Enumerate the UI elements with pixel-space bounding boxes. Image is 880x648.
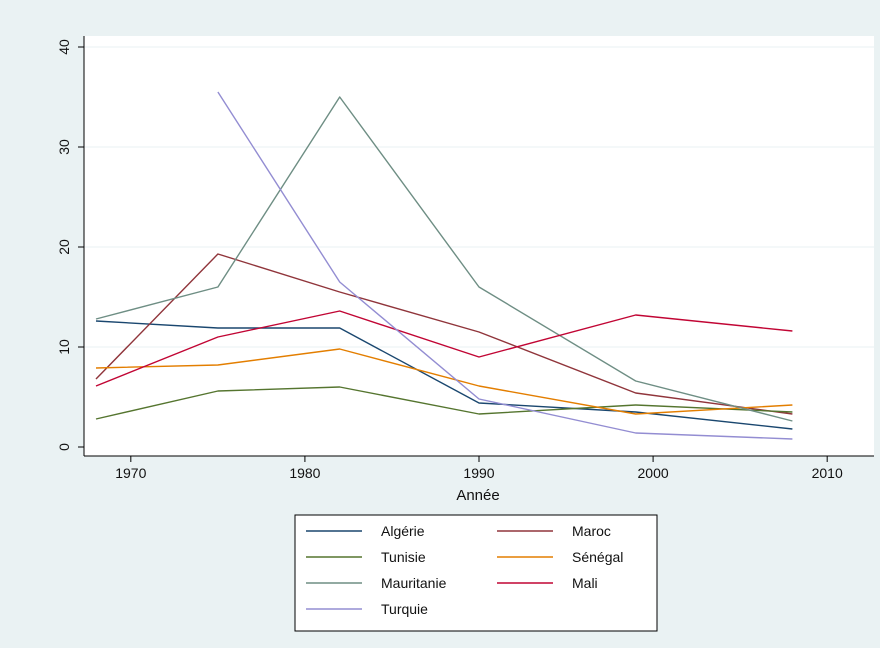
y-tick-label: 10	[56, 339, 72, 355]
series-line	[95, 310, 793, 387]
legend-label: Turquie	[381, 601, 428, 617]
x-tick-label: 2010	[812, 465, 843, 481]
x-tick-label: 2000	[638, 465, 669, 481]
legend-label: Mauritanie	[381, 575, 447, 591]
series-lines	[95, 91, 793, 440]
series-line	[95, 348, 793, 415]
y-tick-label: 30	[56, 139, 72, 155]
y-tick-label: 20	[56, 239, 72, 255]
x-tick-label: 1990	[463, 465, 494, 481]
legend-label: Algérie	[381, 523, 425, 539]
grid-lines	[84, 46, 874, 348]
series-line	[217, 91, 793, 440]
legend: Algérie Maroc Tunisie Sénégal Mauritanie Mali…	[294, 514, 658, 632]
legend-label: Maroc	[572, 523, 611, 539]
plot-background	[84, 36, 874, 456]
series-line	[95, 320, 793, 430]
y-tick-label: 0	[56, 443, 72, 451]
x-tick-label: 1980	[289, 465, 320, 481]
legend-box	[294, 514, 658, 632]
series-line	[95, 386, 793, 420]
x-tick-label: 1970	[115, 465, 146, 481]
x-axis-title: Année	[456, 487, 499, 504]
series-line	[95, 96, 793, 422]
axes: 0 10 20 30 40 1970 1980 1990 2000 2010	[56, 36, 874, 481]
legend-label: Mali	[572, 575, 598, 591]
y-tick-label: 40	[56, 39, 72, 55]
series-line	[95, 253, 793, 415]
legend-label: Sénégal	[572, 549, 623, 565]
legend-label: Tunisie	[381, 549, 426, 565]
